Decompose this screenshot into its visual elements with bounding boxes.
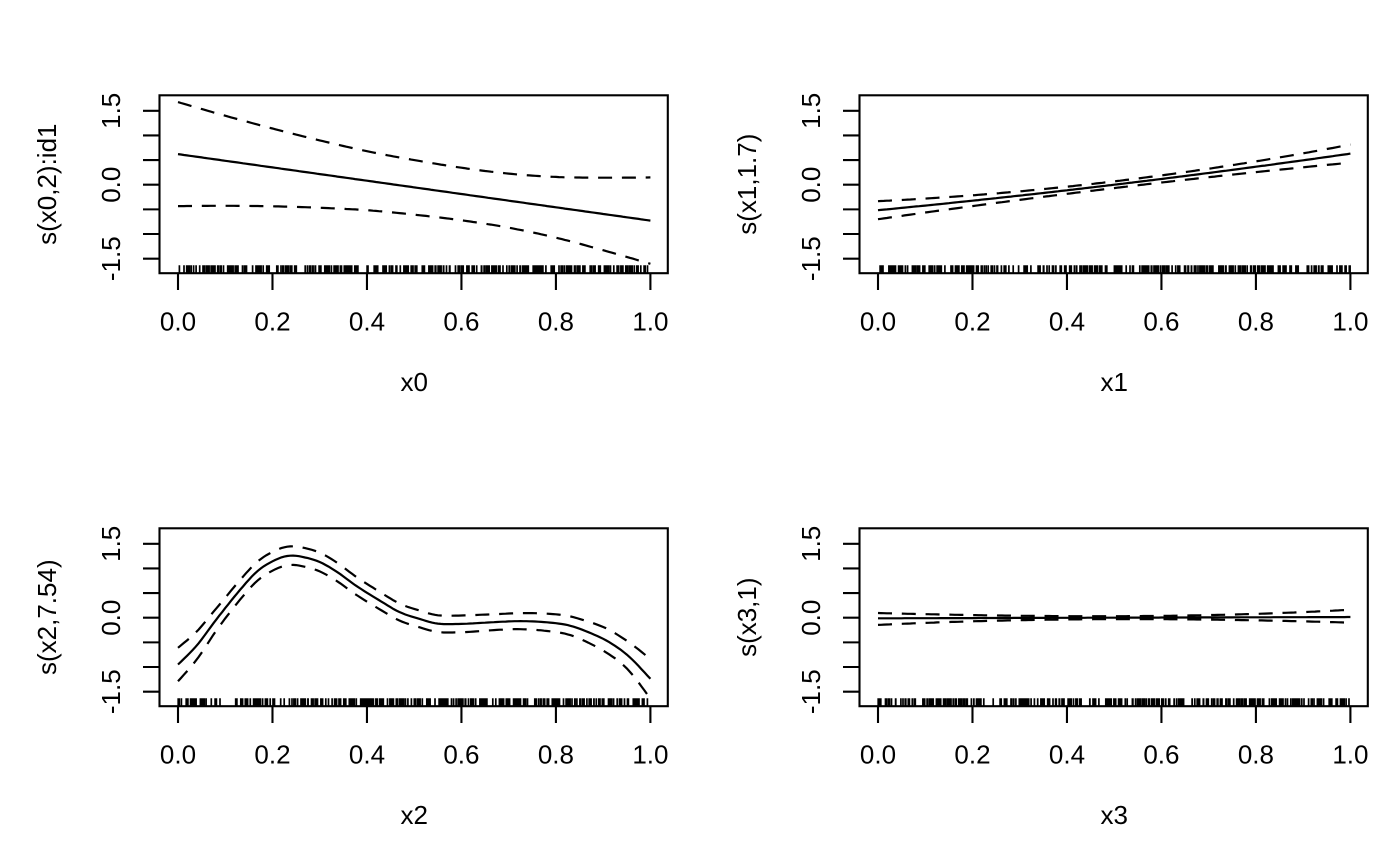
svg-text:x3: x3 [1100,800,1127,830]
svg-text:-1.5: -1.5 [96,236,126,281]
svg-text:1.5: 1.5 [96,93,126,129]
svg-text:0.4: 0.4 [1049,307,1085,337]
svg-text:-1.5: -1.5 [96,669,126,714]
svg-text:0.8: 0.8 [538,307,574,337]
svg-text:0.2: 0.2 [954,740,990,770]
svg-text:0.4: 0.4 [349,740,385,770]
svg-text:x0: x0 [400,367,427,397]
svg-text:1.5: 1.5 [96,526,126,562]
svg-text:0.0: 0.0 [860,307,896,337]
svg-text:0.6: 0.6 [1143,740,1179,770]
svg-text:s(x0,2):id1: s(x0,2):id1 [32,124,62,245]
svg-text:0.6: 0.6 [443,740,479,770]
svg-text:0.0: 0.0 [96,600,126,636]
svg-text:-1.5: -1.5 [796,669,826,714]
svg-text:s(x2,7.54): s(x2,7.54) [32,559,62,675]
svg-text:1.0: 1.0 [1332,740,1368,770]
svg-text:s(x1,1.7): s(x1,1.7) [732,134,762,235]
svg-text:0.0: 0.0 [796,167,826,203]
svg-text:0.0: 0.0 [796,600,826,636]
svg-text:0.0: 0.0 [96,167,126,203]
svg-text:0.0: 0.0 [160,740,196,770]
svg-text:1.5: 1.5 [796,93,826,129]
svg-text:1.0: 1.0 [1332,307,1368,337]
svg-text:0.8: 0.8 [1238,740,1274,770]
svg-text:0.6: 0.6 [1143,307,1179,337]
svg-text:x2: x2 [400,800,427,830]
svg-text:0.8: 0.8 [1238,307,1274,337]
svg-text:0.2: 0.2 [254,307,290,337]
svg-text:0.8: 0.8 [538,740,574,770]
svg-text:0.4: 0.4 [1049,740,1085,770]
svg-text:1.5: 1.5 [796,526,826,562]
svg-text:s(x3,1): s(x3,1) [732,577,762,656]
svg-text:0.6: 0.6 [443,307,479,337]
svg-text:0.4: 0.4 [349,307,385,337]
svg-text:0.0: 0.0 [160,307,196,337]
svg-text:1.0: 1.0 [632,740,668,770]
svg-text:0.2: 0.2 [954,307,990,337]
svg-text:1.0: 1.0 [632,307,668,337]
svg-text:0.0: 0.0 [860,740,896,770]
svg-text:-1.5: -1.5 [796,236,826,281]
svg-text:x1: x1 [1100,367,1127,397]
svg-text:0.2: 0.2 [254,740,290,770]
